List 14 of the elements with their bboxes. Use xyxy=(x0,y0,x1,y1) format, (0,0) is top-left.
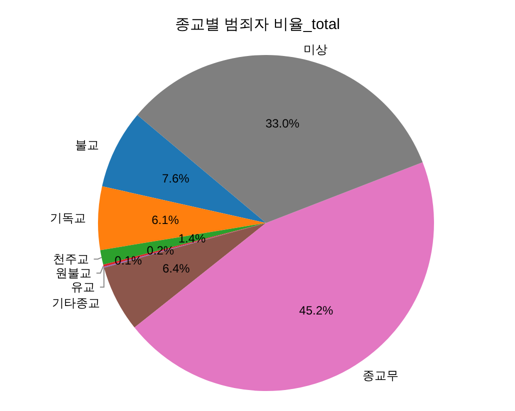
chart-title: 종교별 범죄자 비율_total xyxy=(174,16,340,33)
data-label: 45.2% xyxy=(299,303,334,318)
data-label: 6.1% xyxy=(152,213,180,228)
slice-label: 기타종교 xyxy=(52,296,100,310)
data-label: 33.0% xyxy=(265,116,300,131)
slice-label: 미상 xyxy=(304,42,328,56)
data-label: 7.6% xyxy=(162,171,190,186)
slice-label: 천주교 xyxy=(52,252,89,266)
slice-label: 기독교 xyxy=(50,210,86,225)
slice-label: 원불교 xyxy=(55,266,92,280)
data-label: 6.4% xyxy=(162,262,190,276)
slice-label: 불교 xyxy=(75,138,100,152)
slice-label: 유교 xyxy=(70,280,95,294)
slice-label: 종교무 xyxy=(362,368,399,383)
